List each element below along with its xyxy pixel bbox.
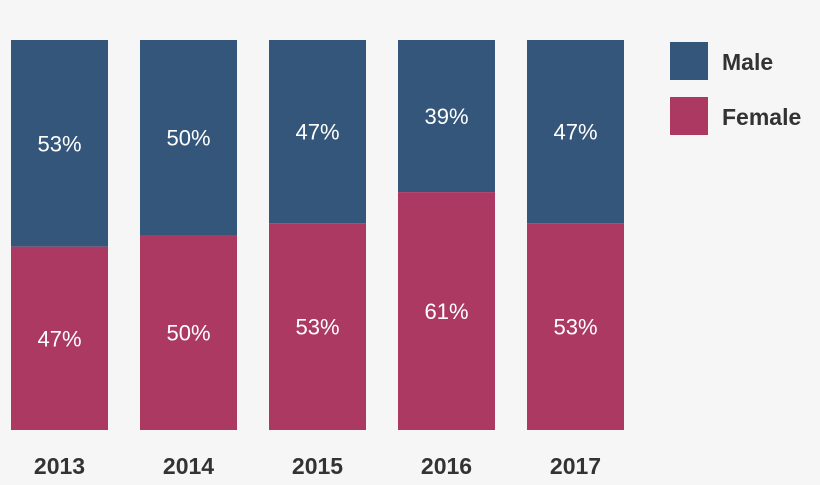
- bar-female-2017: [527, 223, 624, 430]
- data-label-male-2017: 47%: [553, 120, 597, 145]
- bar-male-2015: [269, 40, 366, 224]
- x-tick-label-2015: 2015: [292, 453, 343, 479]
- bar-male-2013: [11, 40, 108, 247]
- bar-female-2015: [269, 223, 366, 430]
- x-tick-label-2016: 2016: [421, 453, 472, 479]
- legend-swatch-male: [670, 42, 708, 80]
- data-label-female-2015: 53%: [295, 315, 339, 340]
- data-label-male-2013: 53%: [37, 131, 81, 156]
- bar-female-2013: [11, 246, 108, 430]
- x-tick-label-2017: 2017: [550, 453, 601, 479]
- data-label-male-2015: 47%: [295, 120, 339, 145]
- legend-label-female: Female: [722, 104, 801, 130]
- data-label-female-2013: 47%: [37, 326, 81, 351]
- data-label-male-2014: 50%: [166, 126, 210, 151]
- legend-label-male: Male: [722, 49, 773, 75]
- data-label-male-2016: 39%: [424, 104, 468, 129]
- bar-male-2016: [398, 40, 495, 193]
- bar-male-2014: [140, 40, 237, 235]
- x-tick-label-2014: 2014: [163, 453, 214, 479]
- data-label-female-2016: 61%: [424, 299, 468, 324]
- legend: Male Female: [670, 42, 801, 135]
- x-axis-ticks: 2013 2014 2015 2016 2017: [34, 453, 601, 479]
- bar-female-2016: [398, 192, 495, 430]
- bars-group: 53% 47% 50% 50% 47% 53% 39% 61% 47% 53%: [11, 40, 624, 430]
- bar-male-2017: [527, 40, 624, 224]
- bar-female-2014: [140, 235, 237, 430]
- x-tick-label-2013: 2013: [34, 453, 85, 479]
- data-label-female-2017: 53%: [553, 315, 597, 340]
- data-label-female-2014: 50%: [166, 321, 210, 346]
- legend-swatch-female: [670, 97, 708, 135]
